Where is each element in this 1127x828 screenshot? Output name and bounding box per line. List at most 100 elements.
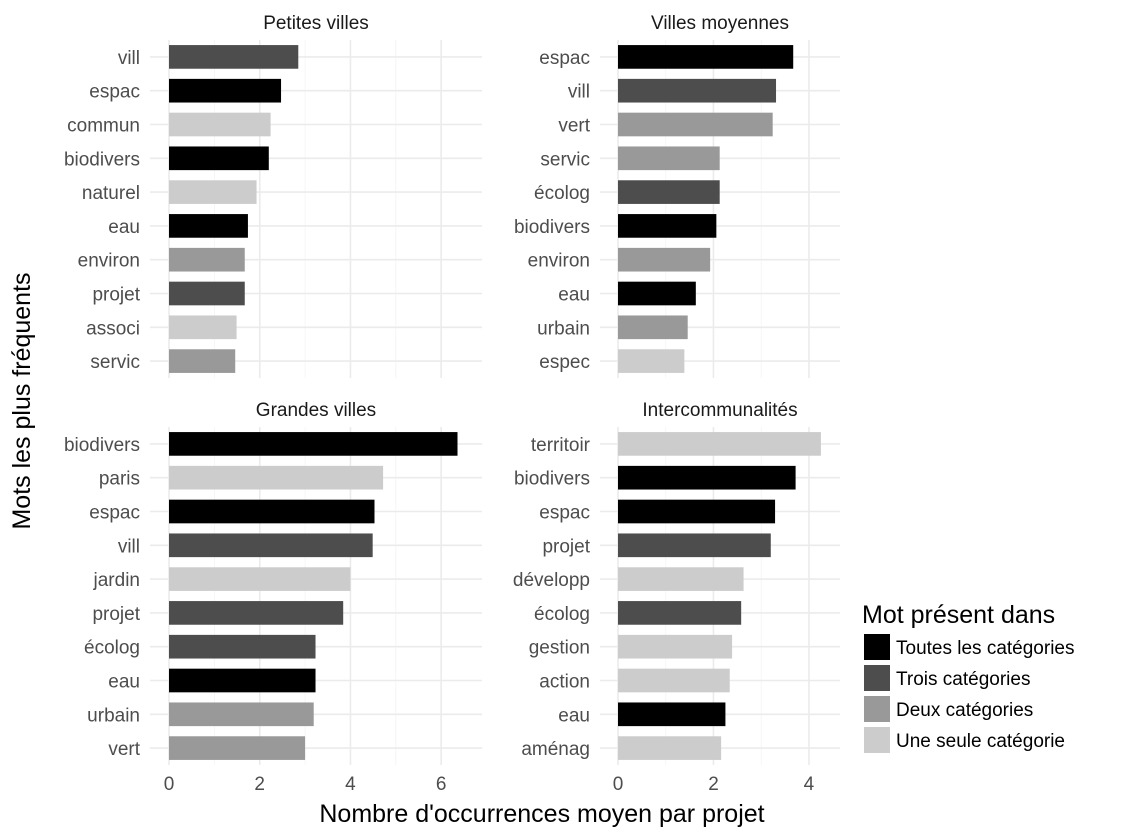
- bar: [618, 567, 744, 591]
- y-axis-title: Mots les plus fréquents: [8, 272, 36, 529]
- panels: Petites villes vill espac commun biodivers na…: [64, 13, 840, 795]
- bar: [618, 146, 720, 171]
- bar: [618, 499, 776, 524]
- panel-title: Villes moyennes: [651, 13, 789, 34]
- bar: [618, 465, 796, 490]
- y-tick-label: associ: [86, 318, 140, 339]
- bar: [618, 736, 722, 760]
- bar: [169, 736, 306, 760]
- y-tick-label: projet: [92, 285, 140, 306]
- y-tick-label: gestion: [529, 638, 590, 659]
- y-tick-label: servic: [540, 149, 590, 170]
- y-tick-label: espac: [539, 48, 590, 69]
- bar: [618, 45, 794, 69]
- legend-label: Deux catégories: [896, 700, 1033, 721]
- panel-title: Petites villes: [263, 13, 369, 34]
- bar: [169, 247, 245, 272]
- x-tick-label: 2: [708, 774, 719, 795]
- y-tick-label: écolog: [534, 604, 590, 625]
- x-tick-label: 4: [804, 774, 815, 795]
- y-tick-label: espac: [89, 503, 140, 524]
- y-tick-label: biodivers: [514, 217, 590, 238]
- bar: [169, 702, 314, 727]
- bar: [169, 533, 373, 558]
- y-tick-label: vill: [568, 82, 590, 103]
- bar: [618, 281, 696, 306]
- legend: Mot présent dans Toutes les catégories Tr…: [862, 601, 1075, 753]
- bar: [169, 349, 236, 373]
- legend-label: Une seule catégorie: [896, 731, 1065, 752]
- bar: [169, 432, 458, 456]
- bar: [169, 465, 384, 490]
- panel-1: Petites villes vill espac commun biodivers na…: [64, 13, 482, 378]
- legend-swatch: [864, 634, 890, 660]
- bar: [169, 112, 271, 137]
- y-tick-label: espec: [539, 352, 590, 373]
- bar: [618, 112, 773, 137]
- bar: [169, 78, 282, 103]
- panel-4: Intercommunalités territoir biodivers espac…: [513, 400, 840, 795]
- y-tick-label: vert: [108, 739, 140, 760]
- x-tick-label: 4: [345, 774, 356, 795]
- bar: [169, 499, 375, 524]
- legend-swatch: [864, 696, 890, 722]
- bar: [169, 567, 351, 591]
- bar: [618, 78, 777, 103]
- y-tick-label: aménag: [521, 739, 590, 760]
- y-tick-label: biodivers: [64, 149, 140, 170]
- y-tick-label: vert: [558, 116, 590, 137]
- bar: [618, 702, 726, 727]
- y-tick-label: jardin: [93, 570, 140, 591]
- bar: [618, 315, 688, 340]
- legend-title: Mot présent dans: [862, 601, 1055, 629]
- y-tick-label: environ: [528, 251, 590, 272]
- x-tick-label: 6: [436, 774, 447, 795]
- legend-swatch: [864, 727, 890, 753]
- y-tick-label: servic: [90, 352, 140, 373]
- y-tick-label: biodivers: [514, 469, 590, 490]
- legend-swatch: [864, 665, 890, 691]
- panel-2: Villes moyennes espac vill vert servic écolog…: [514, 13, 840, 378]
- y-tick-label: paris: [99, 469, 140, 490]
- y-tick-label: vill: [118, 48, 140, 69]
- y-tick-label: naturel: [82, 183, 140, 204]
- bar: [169, 214, 248, 238]
- bar: [618, 180, 720, 204]
- bar: [618, 214, 717, 238]
- x-axis-title: Nombre d'occurrences moyen par projet: [319, 800, 764, 828]
- panel-title: Grandes villes: [256, 400, 376, 421]
- y-tick-label: espac: [539, 503, 590, 524]
- y-tick-label: eau: [558, 285, 590, 306]
- bar: [618, 601, 742, 625]
- bar: [618, 349, 685, 373]
- bar: [169, 180, 257, 204]
- y-tick-label: urbain: [87, 705, 140, 726]
- y-tick-label: eau: [108, 217, 140, 238]
- bar: [169, 601, 344, 625]
- panel-3: Grandes villes biodivers paris espac vill jar…: [64, 400, 482, 795]
- bar: [169, 45, 299, 69]
- y-tick-label: biodivers: [64, 435, 140, 456]
- bar: [618, 668, 730, 693]
- y-tick-label: développ: [513, 570, 590, 591]
- bar: [618, 247, 711, 272]
- x-tick-label: 2: [254, 774, 265, 795]
- legend-label: Toutes les catégories: [896, 638, 1075, 659]
- legend-label: Trois catégories: [896, 669, 1030, 690]
- y-tick-label: eau: [558, 705, 590, 726]
- bar: [618, 634, 733, 659]
- bar: [169, 146, 269, 171]
- y-tick-label: écolog: [84, 638, 140, 659]
- y-tick-label: commun: [67, 116, 140, 137]
- x-tick-label: 0: [164, 774, 175, 795]
- y-tick-label: eau: [108, 672, 140, 693]
- bar: [169, 634, 316, 659]
- y-tick-label: territoir: [531, 435, 591, 456]
- y-tick-label: action: [539, 672, 590, 693]
- bar: [169, 281, 245, 306]
- y-tick-label: projet: [542, 536, 590, 557]
- y-tick-label: écolog: [534, 183, 590, 204]
- y-tick-label: urbain: [537, 318, 590, 339]
- bar: [618, 533, 771, 558]
